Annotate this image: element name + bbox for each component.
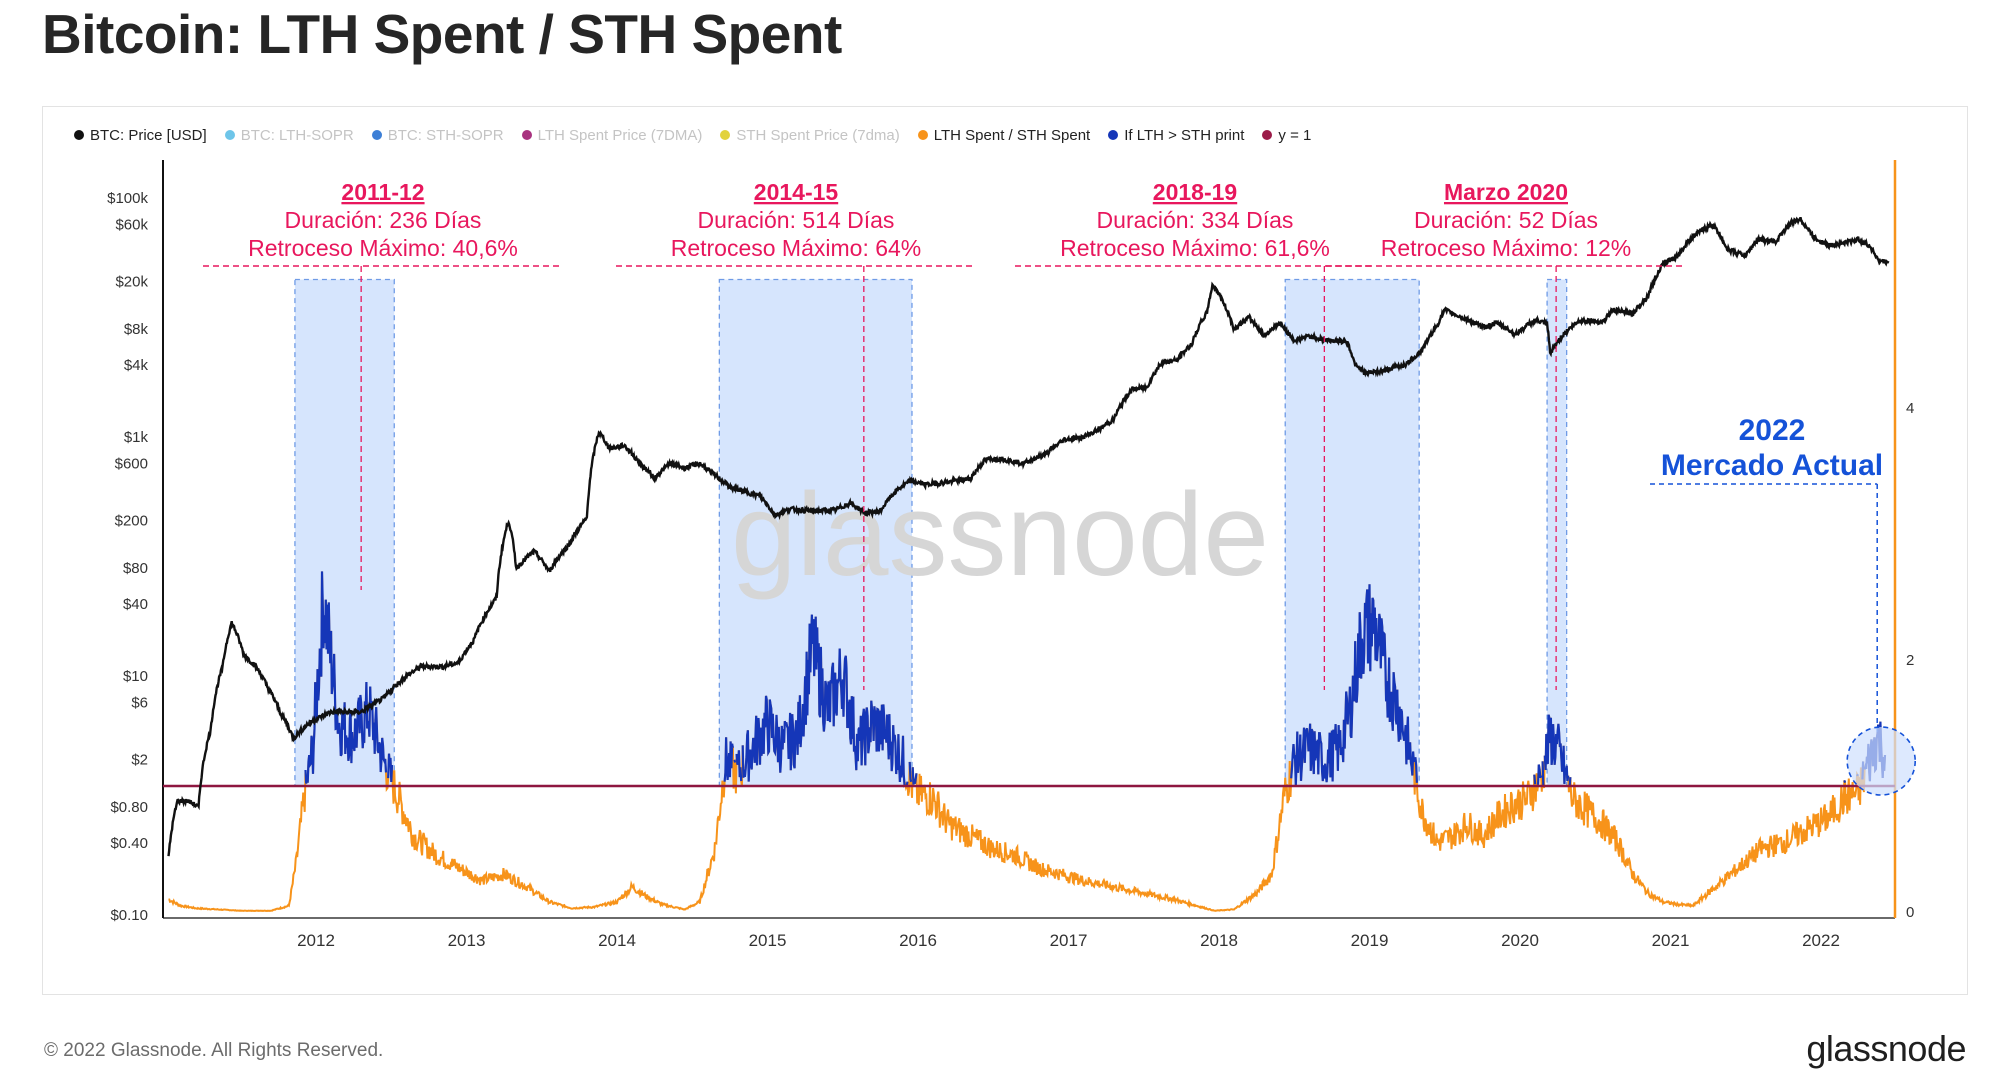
x-tick-label: 2021 bbox=[1652, 931, 1690, 950]
legend-label: BTC: Price [USD] bbox=[90, 126, 207, 144]
y-tick-label: $100k bbox=[107, 190, 148, 207]
legend-item-sth-sopr[interactable]: BTC: STH-SOPR bbox=[371, 126, 504, 144]
legend-label: BTC: LTH-SOPR bbox=[240, 126, 354, 144]
annotation-duration: Duración: 514 Días bbox=[698, 207, 895, 233]
page-title: Bitcoin: LTH Spent / STH Spent bbox=[42, 3, 842, 65]
annotation-drawdown: Retroceso Máximo: 64% bbox=[671, 235, 922, 261]
chart-legend: BTC: Price [USD] BTC: LTH-SOPR BTC: STH-… bbox=[74, 124, 1329, 146]
annotation-drawdown: Retroceso Máximo: 61,6% bbox=[1060, 235, 1330, 261]
legend-item-lth-sopr[interactable]: BTC: LTH-SOPR bbox=[224, 126, 354, 144]
y-tick-label: $1k bbox=[124, 429, 149, 446]
x-tick-label: 2019 bbox=[1351, 931, 1389, 950]
x-tick-label: 2012 bbox=[297, 931, 335, 950]
y-tick-label: $0.80 bbox=[110, 799, 148, 816]
legend-dot bbox=[224, 130, 235, 140]
x-tick-label: 2016 bbox=[899, 931, 937, 950]
legend-item-lth-gt-sth[interactable]: If LTH > STH print bbox=[1108, 127, 1244, 144]
annotation-duration: Duración: 52 Días bbox=[1414, 207, 1598, 233]
x-tick-label: 2014 bbox=[598, 931, 636, 950]
footer-copyright: © 2022 Glassnode. All Rights Reserved. bbox=[44, 1040, 384, 1061]
legend-label: If LTH > STH print bbox=[1124, 126, 1245, 144]
annotation-duration: Duración: 236 Días bbox=[285, 207, 482, 233]
annotation-label: 2014-15 bbox=[754, 179, 839, 205]
y-tick-label: $4k bbox=[124, 357, 149, 374]
watermark: glassnode bbox=[731, 469, 1269, 601]
y-tick-label: $60k bbox=[115, 217, 148, 234]
y-tick-label: $600 bbox=[115, 456, 148, 473]
series-line-btc-price bbox=[167, 216, 1890, 857]
y-tick-label: $8k bbox=[124, 321, 149, 338]
series-line-lth-gt-sth bbox=[304, 571, 1887, 788]
legend-dot bbox=[1262, 130, 1273, 140]
annotation-label: 2018-19 bbox=[1153, 179, 1237, 205]
legend-dot bbox=[371, 130, 382, 140]
highlight-zone bbox=[718, 278, 913, 787]
legend-item-sth-spent-price[interactable]: STH Spent Price (7dma) bbox=[720, 126, 900, 144]
legend-dot bbox=[74, 130, 84, 140]
x-tick-label: 2015 bbox=[749, 931, 787, 950]
annotation-label: Marzo 2020 bbox=[1444, 179, 1568, 205]
legend-dot bbox=[917, 130, 928, 140]
y-right-tick-label: 4 bbox=[1906, 400, 1914, 417]
y-tick-label: $200 bbox=[115, 513, 148, 530]
current-market-circle bbox=[1846, 726, 1916, 796]
y-tick-label: $20k bbox=[115, 274, 148, 291]
y-tick-label: $6 bbox=[131, 695, 148, 712]
y-right-tick-label: 0 bbox=[1906, 904, 1914, 921]
y-tick-label: $40 bbox=[123, 596, 148, 613]
legend-dot bbox=[1108, 130, 1119, 140]
y-tick-label: $10 bbox=[123, 668, 148, 685]
y-right-tick-label: 2 bbox=[1906, 652, 1914, 669]
y-tick-label: $2 bbox=[131, 752, 148, 769]
series-line-lth-sth-ratio bbox=[168, 571, 1886, 913]
legend-label: LTH Spent / STH Spent bbox=[933, 126, 1091, 144]
legend-item-y-equals-1[interactable]: y = 1 bbox=[1262, 127, 1311, 144]
x-tick-label: 2022 bbox=[1802, 931, 1840, 950]
y-tick-label: $0.10 bbox=[110, 907, 148, 924]
current-market-year: 2022 bbox=[1739, 414, 1806, 447]
annotation-drawdown: Retroceso Máximo: 12% bbox=[1381, 235, 1632, 261]
y-tick-label: $0.40 bbox=[110, 835, 148, 852]
highlight-zone bbox=[1546, 278, 1568, 787]
legend-label: y = 1 bbox=[1278, 126, 1312, 144]
legend-item-lth-sth-ratio[interactable]: LTH Spent / STH Spent bbox=[917, 126, 1091, 144]
annotation-label: 2011-12 bbox=[341, 179, 424, 205]
legend-label: LTH Spent Price (7DMA) bbox=[537, 126, 703, 144]
x-tick-label: 2018 bbox=[1200, 931, 1238, 950]
legend-dot bbox=[521, 130, 532, 140]
footer-brand-logo: glassnode bbox=[1806, 1028, 1966, 1069]
y-tick-label: $80 bbox=[123, 560, 148, 577]
legend-dot bbox=[720, 130, 731, 140]
x-tick-label: 2017 bbox=[1050, 931, 1088, 950]
legend-label: BTC: STH-SOPR bbox=[387, 126, 504, 144]
legend-item-lth-spent-price[interactable]: LTH Spent Price (7DMA) bbox=[521, 126, 703, 144]
x-tick-label: 2013 bbox=[448, 931, 486, 950]
legend-label: STH Spent Price (7dma) bbox=[736, 126, 900, 144]
legend-item-btc-price[interactable]: BTC: Price [USD] bbox=[74, 127, 207, 144]
current-market-label: Mercado Actual bbox=[1661, 449, 1883, 482]
x-tick-label: 2020 bbox=[1501, 931, 1539, 950]
annotation-duration: Duración: 334 Días bbox=[1097, 207, 1294, 233]
annotation-drawdown: Retroceso Máximo: 40,6% bbox=[248, 235, 518, 261]
